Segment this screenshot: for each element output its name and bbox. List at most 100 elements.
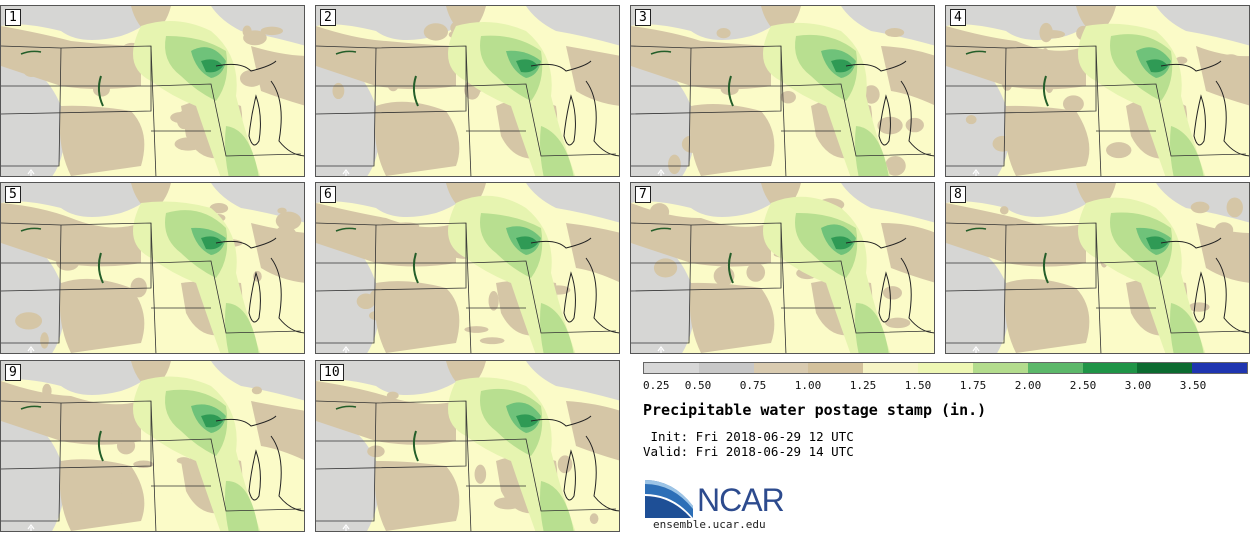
- pw-low-region: [211, 361, 304, 401]
- pw-max-region: [201, 414, 223, 428]
- state-borders: [631, 222, 934, 353]
- pw-max-region: [831, 59, 853, 73]
- pw-tan-region: [1004, 105, 1090, 176]
- pw-tan-blob: [423, 23, 448, 41]
- marker-icon: [657, 346, 665, 353]
- river-line: [335, 50, 357, 55]
- pw-tan-blob: [116, 437, 136, 455]
- pw-tan-blob: [386, 391, 399, 400]
- pw-max-region: [1146, 236, 1168, 250]
- map-svg: [316, 183, 619, 353]
- member-number-label: 8: [950, 186, 966, 203]
- pw-tan-blob: [369, 310, 387, 321]
- marker-icon: [27, 524, 35, 531]
- pw-tan-blob: [243, 30, 267, 46]
- pw-high-region: [1170, 303, 1204, 353]
- pw-tan-region: [316, 26, 456, 90]
- pw-tan-blob: [274, 225, 297, 246]
- pw-tan-blob: [1050, 250, 1075, 258]
- pw-tan-blob: [79, 505, 95, 517]
- member-number-label: 7: [635, 186, 651, 203]
- pw-tan-blob: [277, 207, 287, 214]
- pw-low-region: [316, 62, 380, 176]
- river-line: [20, 50, 42, 55]
- colorbar-swatch: [1137, 363, 1193, 373]
- valid-time: Valid: Fri 2018-06-29 14 UTC: [643, 444, 854, 459]
- colorbar-swatch: [918, 363, 973, 373]
- map-svg: [631, 6, 934, 176]
- ensemble-member-panel-10: 10: [315, 360, 620, 532]
- member-number-label: 9: [5, 364, 21, 381]
- pw-tan-region: [689, 103, 775, 176]
- colorbar: [643, 362, 1248, 374]
- pw-low-region: [946, 242, 1010, 353]
- colorbar-tick-label: 0.50: [684, 379, 712, 392]
- river-line: [412, 75, 419, 107]
- pw-tan-blob: [668, 154, 681, 175]
- pw-tan-region: [946, 26, 1086, 90]
- ensemble-member-panel-3: 3: [630, 5, 935, 177]
- marker-icon: [972, 346, 980, 353]
- pw-high-region: [540, 481, 574, 531]
- pw-max-region: [516, 414, 538, 428]
- pw-tan-blob: [1226, 197, 1243, 218]
- map-svg: [631, 183, 934, 353]
- marker-icon: [27, 169, 35, 176]
- pw-tan-blob: [390, 426, 413, 442]
- pw-tan-blob: [1001, 75, 1013, 91]
- pw-tan-blob: [75, 315, 93, 332]
- pw-tan-blob: [112, 488, 123, 496]
- pw-low-region: [631, 6, 791, 40]
- pw-tan-blob: [118, 313, 139, 323]
- colorbar-tick-label: 1.50: [904, 379, 932, 392]
- river-line: [1042, 252, 1049, 284]
- pw-max-region: [201, 59, 223, 73]
- river-line: [335, 227, 357, 232]
- colorbar-swatch: [1027, 363, 1083, 373]
- pw-low-region: [211, 6, 304, 46]
- pw-tan-blob: [962, 213, 981, 232]
- pw-tan-blob: [93, 82, 110, 97]
- river-line: [412, 252, 419, 284]
- river-line: [1042, 75, 1049, 107]
- pw-high-region: [855, 126, 889, 176]
- pw-low-region: [841, 6, 934, 46]
- pw-tan-region: [446, 6, 486, 36]
- pw-low-region: [1, 6, 161, 40]
- state-borders: [1, 400, 304, 531]
- map-svg: [316, 6, 619, 176]
- pw-tan-blob: [23, 63, 40, 77]
- member-number-label: 1: [5, 9, 21, 26]
- river-line: [965, 50, 987, 55]
- pw-tan-blob: [239, 69, 264, 87]
- pw-tan-region: [946, 203, 1086, 267]
- pw-tan-blob: [862, 85, 880, 104]
- pw-tan-blob: [479, 337, 505, 345]
- river-line: [650, 227, 672, 232]
- ncar-logo-url: ensemble.ucar.edu: [653, 518, 766, 531]
- pw-max-region: [831, 236, 853, 250]
- pw-max-region: [201, 236, 223, 250]
- member-number-label: 10: [320, 364, 344, 381]
- pw-low-region: [316, 361, 476, 395]
- colorbar-tick-label: 3.00: [1124, 379, 1152, 392]
- pw-tan-blob: [387, 76, 400, 92]
- pw-tan-blob: [1188, 302, 1210, 312]
- pw-max-region: [516, 59, 538, 73]
- river-line: [650, 50, 672, 55]
- pw-low-region: [1, 419, 65, 531]
- pw-tan-blob: [464, 326, 489, 333]
- pw-tan-blob: [425, 297, 451, 310]
- pw-tan-region: [59, 278, 145, 353]
- pw-tan-blob: [746, 262, 766, 282]
- pw-tan-region: [1076, 183, 1116, 213]
- pw-tan-region: [631, 26, 771, 90]
- state-borders: [631, 45, 934, 176]
- pw-tan-blob: [176, 110, 191, 130]
- pw-tan-region: [316, 381, 456, 445]
- pw-low-region: [1, 64, 65, 176]
- pw-high-region: [540, 126, 574, 176]
- pw-tan-blob: [251, 386, 262, 395]
- pw-tan-blob: [884, 155, 906, 176]
- pw-tan-blob: [425, 133, 436, 148]
